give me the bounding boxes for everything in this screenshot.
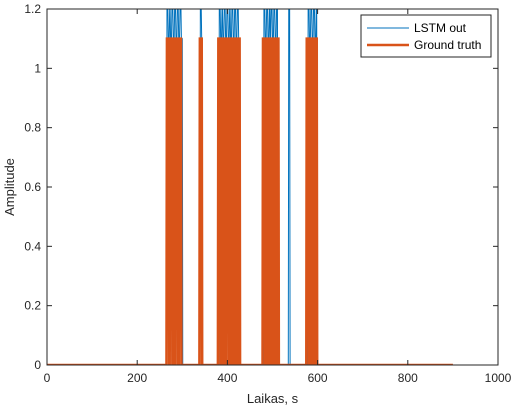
legend: LSTM out Ground truth	[360, 14, 492, 58]
y-tick-label: 1.2	[24, 2, 41, 16]
legend-entry-label: LSTM out	[414, 21, 467, 35]
x-tick-label: 0	[44, 371, 51, 385]
y-tick-label: 1	[34, 61, 41, 75]
plot-area	[47, 9, 453, 365]
y-tick-label: 0.8	[24, 121, 41, 135]
x-tick-label: 800	[398, 371, 418, 385]
x-tick-label: 600	[308, 371, 328, 385]
series-line-1	[47, 9, 453, 365]
y-axis-label: Amplitude	[2, 158, 17, 216]
legend-box	[360, 14, 492, 58]
y-tick-label: 0.6	[24, 180, 41, 194]
y-tick-label: 0.2	[24, 299, 41, 313]
y-tick-label: 0.4	[24, 239, 41, 253]
y-tick-label: 0	[34, 358, 41, 372]
x-tick-label: 200	[127, 371, 147, 385]
x-axis-label: Laikas, s	[247, 391, 299, 406]
x-tick-label: 1000	[485, 371, 512, 385]
series-line-2	[47, 37, 453, 365]
x-tick-label: 400	[217, 371, 237, 385]
legend-entry-label: Ground truth	[414, 38, 481, 52]
axes: 0 200 400 600 800 1000 0 0.2 0.4 0.6 0.8 1 1.2	[24, 2, 511, 385]
